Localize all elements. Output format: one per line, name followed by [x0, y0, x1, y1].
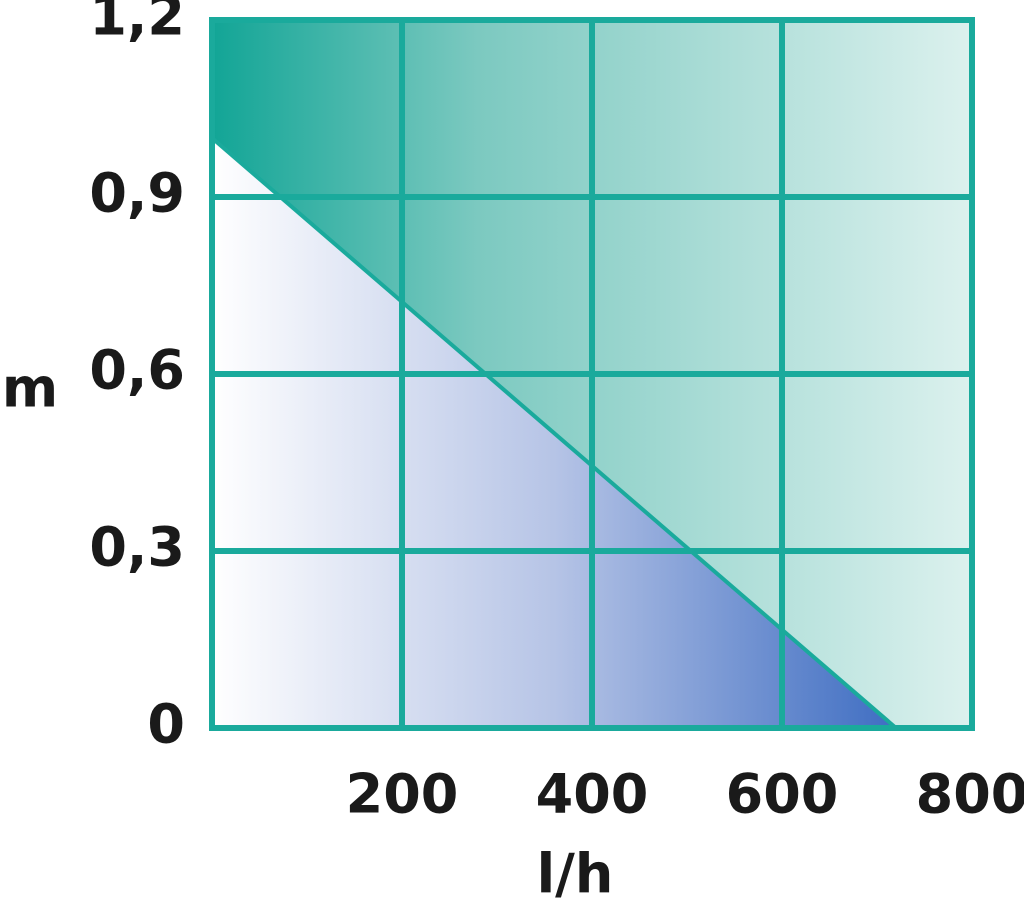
- y-tick-label: 1,2: [89, 0, 185, 48]
- y-axis-label: m: [2, 357, 58, 420]
- x-tick-label: 600: [726, 763, 839, 826]
- y-tick-label: 0: [147, 693, 185, 756]
- plot-border: [209, 17, 975, 731]
- y-tick-label: 0,6: [89, 339, 185, 402]
- x-tick-label: 800: [916, 763, 1024, 826]
- y-tick-label: 0,9: [89, 162, 185, 225]
- x-tick-label: 400: [536, 763, 649, 826]
- x-tick-label: 200: [346, 763, 459, 826]
- x-axis-label: l/h: [537, 843, 614, 899]
- y-tick-label: 0,3: [89, 516, 185, 579]
